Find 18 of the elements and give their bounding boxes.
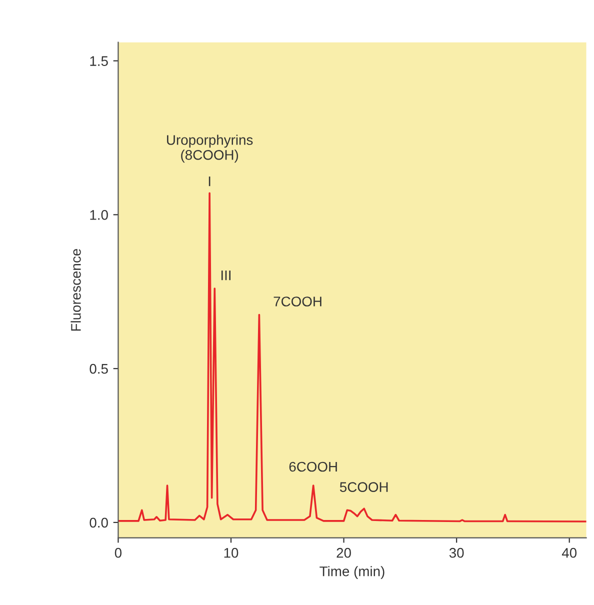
- x-tick-label: 0: [114, 548, 122, 558]
- annotation: 6COOH: [289, 462, 337, 472]
- annotation: 7COOH: [274, 296, 322, 306]
- y-tick-label: 1.5: [90, 56, 108, 66]
- y-tick-label: 0.0: [90, 518, 108, 528]
- y-tick-label: 1.0: [90, 210, 108, 220]
- x-tick-label: 30: [449, 548, 464, 558]
- annotation: 5COOH: [340, 482, 388, 492]
- y-axis-title: Fluorescence: [70, 249, 81, 331]
- annotation: III: [221, 270, 230, 280]
- x-tick-label: 40: [562, 548, 577, 558]
- annotation: Uroporphyrins (8COOH): [167, 134, 253, 163]
- x-tick-label: 20: [336, 548, 351, 558]
- y-tick-label: 0.5: [90, 364, 108, 374]
- x-axis-title: Time (min): [320, 566, 384, 580]
- annotation: I: [208, 176, 210, 186]
- line-series: [118, 192, 586, 522]
- x-tick-label: 10: [224, 548, 238, 558]
